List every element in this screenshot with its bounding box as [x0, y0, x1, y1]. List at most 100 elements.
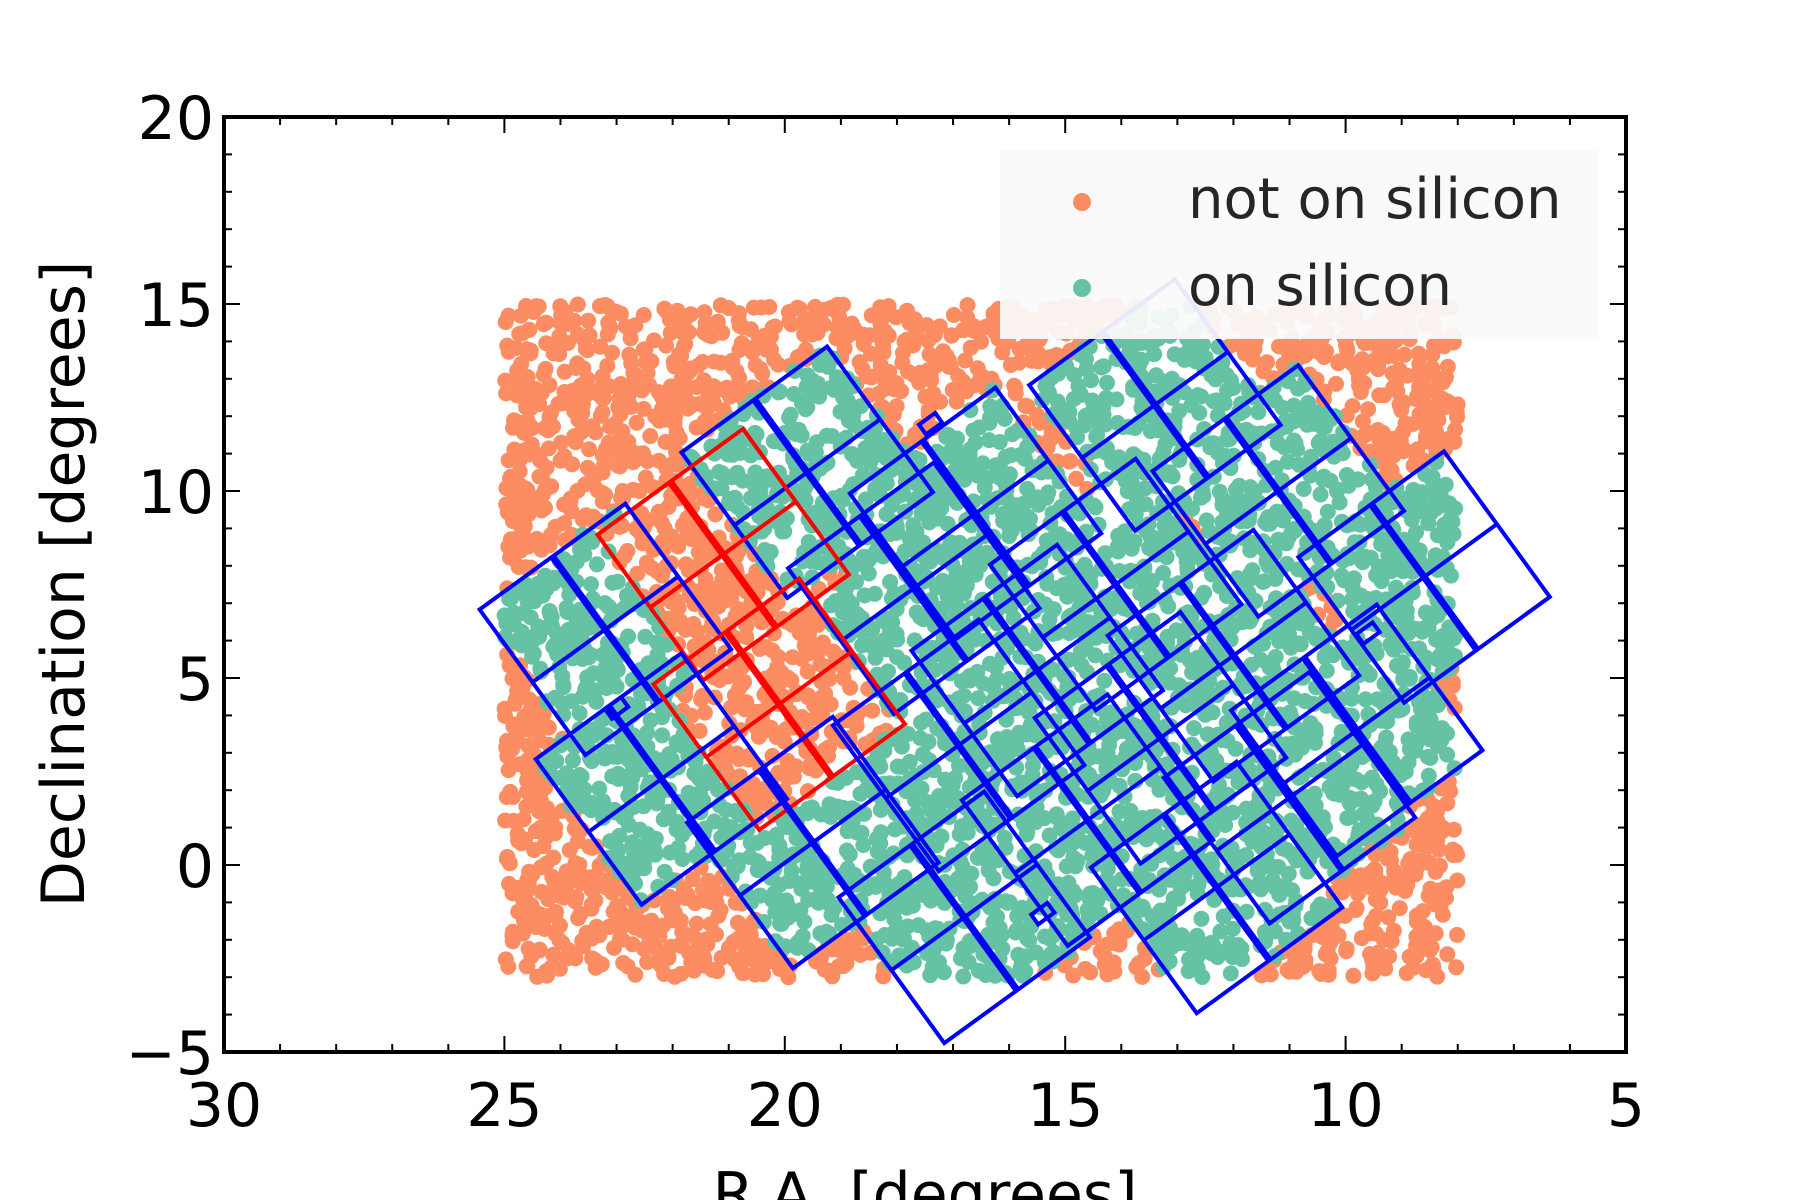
point-on-silicon [793, 427, 810, 444]
point-not-on-silicon [780, 304, 797, 321]
point-not-on-silicon [842, 943, 859, 960]
point-not-on-silicon [1444, 674, 1461, 691]
point-on-silicon [1121, 339, 1138, 356]
point-not-on-silicon [569, 355, 586, 372]
point-not-on-silicon [864, 702, 881, 719]
point-not-on-silicon [1368, 907, 1385, 924]
point-not-on-silicon [1438, 879, 1455, 896]
point-not-on-silicon [635, 341, 652, 358]
point-on-silicon [1214, 491, 1231, 508]
point-not-on-silicon [1297, 952, 1314, 968]
point-not-on-silicon [517, 441, 534, 458]
point-not-on-silicon [538, 459, 555, 476]
point-not-on-silicon [620, 433, 637, 450]
point-not-on-silicon [758, 722, 775, 739]
point-not-on-silicon [1317, 946, 1334, 963]
point-not-on-silicon [533, 385, 550, 402]
point-not-on-silicon [1352, 353, 1369, 370]
point-not-on-silicon [1391, 900, 1408, 917]
point-not-on-silicon [557, 872, 574, 888]
point-on-silicon [1097, 416, 1114, 433]
point-not-on-silicon [498, 385, 515, 402]
point-not-on-silicon [566, 428, 583, 445]
point-on-silicon [1009, 908, 1026, 925]
point-not-on-silicon [551, 346, 568, 363]
point-not-on-silicon [553, 434, 570, 451]
point-not-on-silicon [1448, 404, 1465, 421]
point-not-on-silicon [1391, 396, 1408, 413]
point-not-on-silicon [547, 518, 564, 535]
point-on-silicon [981, 414, 998, 431]
point-not-on-silicon [1375, 424, 1391, 441]
point-not-on-silicon [1426, 337, 1442, 354]
point-not-on-silicon [1410, 911, 1427, 928]
point-not-on-silicon [1419, 838, 1436, 855]
point-on-silicon [903, 527, 920, 544]
point-not-on-silicon [694, 688, 711, 704]
point-not-on-silicon [712, 902, 729, 919]
point-on-silicon [588, 720, 605, 737]
point-not-on-silicon [648, 563, 665, 580]
point-on-silicon [934, 572, 951, 589]
point-on-silicon [640, 655, 657, 672]
point-not-on-silicon [691, 396, 708, 412]
point-not-on-silicon [798, 312, 815, 329]
point-on-silicon [751, 854, 767, 871]
point-on-silicon [919, 922, 936, 939]
point-not-on-silicon [696, 304, 713, 321]
point-not-on-silicon [954, 373, 971, 390]
point-not-on-silicon [1011, 341, 1028, 357]
point-on-silicon [1018, 726, 1035, 743]
point-not-on-silicon [817, 685, 834, 702]
point-on-silicon [1084, 392, 1101, 409]
point-on-silicon [1067, 586, 1084, 603]
point-not-on-silicon [971, 322, 988, 339]
point-not-on-silicon [594, 368, 611, 385]
point-not-on-silicon [770, 356, 787, 373]
point-not-on-silicon [679, 525, 696, 542]
point-not-on-silicon [699, 326, 716, 343]
point-not-on-silicon [754, 788, 771, 805]
point-not-on-silicon [518, 399, 534, 416]
point-not-on-silicon [1259, 354, 1275, 371]
point-not-on-silicon [906, 367, 923, 384]
point-not-on-silicon [1422, 880, 1439, 897]
point-on-silicon [1400, 754, 1417, 771]
point-on-silicon [670, 839, 687, 856]
point-on-silicon [1217, 817, 1234, 833]
point-not-on-silicon [669, 302, 686, 319]
point-not-on-silicon [799, 663, 816, 680]
point-on-silicon [1079, 407, 1096, 423]
point-not-on-silicon [877, 323, 894, 340]
point-not-on-silicon [554, 395, 571, 412]
point-not-on-silicon [535, 706, 552, 723]
point-not-on-silicon [537, 499, 553, 516]
point-not-on-silicon [519, 871, 536, 888]
point-on-silicon [1250, 404, 1267, 421]
point-not-on-silicon [646, 332, 662, 349]
point-on-silicon [1234, 951, 1250, 968]
point-on-silicon [960, 954, 977, 970]
point-not-on-silicon [587, 959, 604, 976]
point-not-on-silicon [541, 408, 558, 425]
point-not-on-silicon [569, 296, 586, 313]
point-not-on-silicon [1442, 783, 1459, 800]
point-on-silicon [751, 887, 768, 904]
point-not-on-silicon [633, 382, 650, 399]
point-not-on-silicon [528, 530, 545, 547]
point-not-on-silicon [658, 460, 675, 477]
point-not-on-silicon [540, 808, 557, 825]
point-not-on-silicon [765, 666, 782, 682]
point-not-on-silicon [1323, 917, 1340, 934]
point-on-silicon [1307, 734, 1324, 751]
point-not-on-silicon [764, 642, 781, 659]
point-not-on-silicon [817, 741, 834, 758]
point-not-on-silicon [680, 324, 697, 341]
point-not-on-silicon [583, 896, 600, 913]
point-on-silicon [827, 593, 844, 610]
point-on-silicon [527, 627, 544, 644]
point-on-silicon [1207, 371, 1224, 388]
point-on-silicon [1286, 432, 1302, 449]
point-not-on-silicon [806, 710, 823, 727]
point-not-on-silicon [548, 903, 564, 920]
